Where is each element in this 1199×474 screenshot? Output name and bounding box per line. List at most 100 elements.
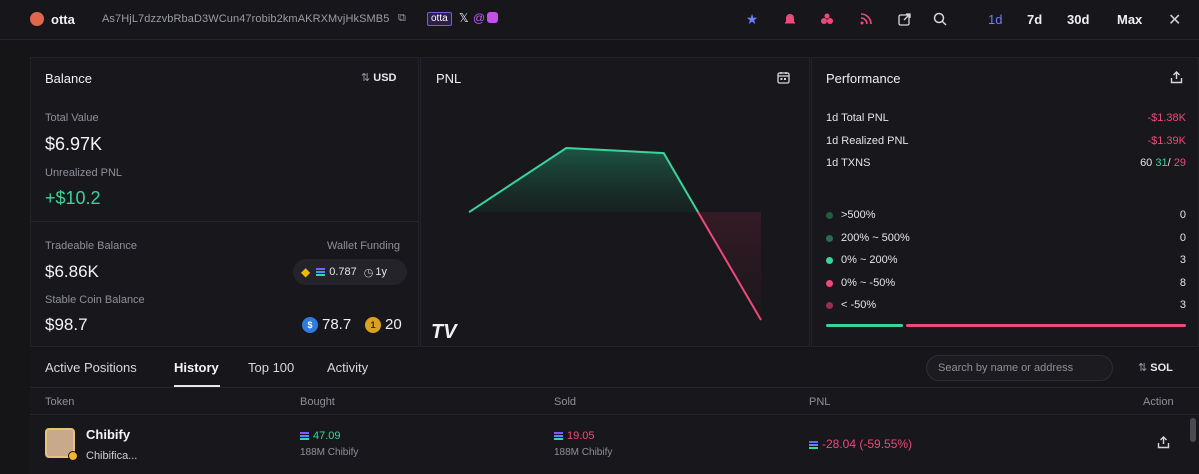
bucket-row: 0% ~ 200% 3 [826,254,1186,266]
instagram-icon[interactable] [487,12,498,23]
pnl-area-negative [698,212,761,320]
balance-panel: Balance ⇅ USD Total Value $6.97K Unreali… [30,57,419,347]
rss-icon[interactable] [857,10,875,28]
txns-buys: 31 [1155,157,1168,169]
wallet-funding-amount: 0.787 [329,266,357,278]
sol-icon [809,440,818,449]
external-link-icon[interactable] [895,10,913,28]
active-tab-underline [174,385,220,387]
usdc-icon: $ [302,317,318,333]
txns-row: 1d TXNS 60 31/ 29 [826,157,1186,169]
total-pnl-row: 1d Total PNL -$1.38K [826,112,1186,124]
x-icon[interactable]: 𝕏 [459,11,469,25]
calendar-icon[interactable] [777,71,790,89]
col-bought[interactable]: Bought [300,396,335,408]
txns-values: 60 31/ 29 [1140,157,1186,169]
pnl-value: -28.04 (-59.55%) [809,437,912,451]
search-icon[interactable] [931,10,949,28]
divider [31,221,418,222]
pnl-title: PNL [436,71,462,86]
ratio-bar-positive [826,324,903,327]
bucket-count: 3 [1179,254,1186,266]
wallet-funding-label: Wallet Funding [327,240,400,252]
performance-ratio-bar [826,324,1186,327]
bucket-dot [826,234,833,242]
pnl-line-positive [468,146,699,214]
wallet-avatar [30,12,44,26]
bubbles-icon[interactable] [818,10,836,28]
bucket-label: 200% ~ 500% [841,232,910,244]
tradeable-value: $6.86K [45,262,99,281]
wallet-tag[interactable]: otta [427,12,452,26]
tradingview-watermark: TV [431,321,458,343]
unrealized-value: +$10.2 [45,188,101,208]
close-icon[interactable]: ✕ [1168,12,1182,29]
stable-value: $98.7 [45,315,88,334]
col-action: Action [1143,396,1174,408]
ratio-bar-negative [905,324,1186,327]
copy-icon[interactable]: ⧉ [398,12,406,24]
bucket-count: 8 [1179,277,1186,289]
col-token[interactable]: Token [45,396,75,408]
scrollbar[interactable] [1190,418,1196,442]
range-1d[interactable]: 1d [988,12,1003,27]
currency-toggle[interactable]: ⇅ USD [361,72,397,84]
sold-amount: 19.05 [554,430,595,442]
share-icon[interactable] [1170,71,1183,89]
wallet-funding-age: 1y [375,266,387,278]
col-pnl[interactable]: PNL [809,396,831,408]
bucket-row: >500% 0 [826,209,1186,221]
stable-label: Stable Coin Balance [45,294,145,306]
swap-icon: ⇅ [361,72,371,84]
range-30d[interactable]: 30d [1067,12,1090,27]
bucket-label: 0% ~ -50% [841,277,896,289]
txns-label: 1d TXNS [826,157,871,169]
total-value-label: Total Value [45,112,99,124]
pnl-chart: TV [431,146,762,343]
bucket-dot [826,256,833,264]
wallet-funding-pill[interactable]: ◆ 0.787 ◷ 1y [293,259,407,285]
pnl-line-negative [697,211,762,321]
col-sold[interactable]: Sold [554,396,577,408]
bucket-row: 200% ~ 500% 0 [826,232,1186,244]
star-icon[interactable]: ★ [745,10,759,27]
table-row[interactable]: Chibify Chibifica... 47.09 188M Chibify … [30,416,1199,474]
bucket-dot [826,301,833,309]
clock-icon: ◷ [363,266,374,279]
unit-toggle[interactable]: ⇅ SOL [1138,362,1173,374]
usdt-icon: 1 [365,317,381,333]
tradeable-label: Tradeable Balance [45,240,137,252]
performance-panel: Performance 1d Total PNL -$1.38K 1d Real… [811,57,1199,347]
performance-title: Performance [826,71,901,86]
range-7d[interactable]: 7d [1027,12,1043,27]
bought-tokens: 188M Chibify [300,447,359,458]
tab-top-100[interactable]: Top 100 [248,360,295,375]
sold-tokens: 188M Chibify [554,447,613,458]
range-max[interactable]: Max [1117,12,1143,27]
bucket-dot [826,279,833,287]
usdc-amount: 78.7 [322,316,352,333]
search-input[interactable]: Search by name or address [926,355,1113,381]
bucket-dot [826,211,833,219]
table-header: Token Bought Sold PNL Action [30,389,1199,415]
txns-total: 60 [1140,157,1153,169]
bucket-label: < -50% [841,299,877,311]
bucket-row: 0% ~ -50% 8 [826,277,1186,289]
unrealized-label: Unrealized PNL [45,167,123,179]
top-bar: otta As7HjL7dzzvbRbaD3WCun47robib2kmAKRX… [0,0,1199,40]
bucket-count: 3 [1179,299,1186,311]
share-icon[interactable] [1157,436,1170,454]
tab-history[interactable]: History [174,360,219,375]
bucket-label: 0% ~ 200% [841,254,898,266]
tab-active-positions[interactable]: Active Positions [45,360,137,375]
realized-pnl-row: 1d Realized PNL -$1.39K [826,135,1186,147]
bell-icon[interactable] [781,10,799,28]
at-icon[interactable]: @ [473,11,486,25]
tab-activity[interactable]: Activity [327,360,369,375]
positions-tabs: Active Positions History Top 100 Activit… [30,348,1199,388]
pnl-panel: PNL TV [420,57,810,347]
token-name[interactable]: Chibify [86,427,131,442]
bucket-count: 0 [1179,209,1186,221]
total-pnl-label: 1d Total PNL [826,112,889,124]
